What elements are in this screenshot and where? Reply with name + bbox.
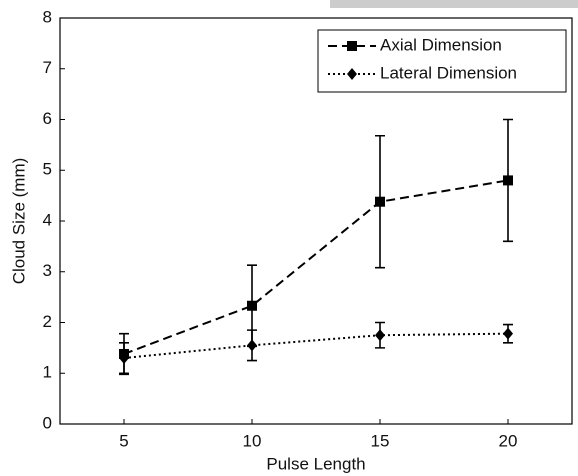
legend-marker: [347, 41, 357, 51]
marker: [375, 196, 385, 207]
x-tick-label: 10: [243, 431, 262, 450]
y-tick-label: 1: [43, 363, 52, 382]
y-tick-label: 2: [43, 312, 52, 331]
y-tick-label: 0: [43, 413, 52, 432]
y-axis-label: Cloud Size (mm): [9, 158, 28, 285]
y-tick-label: 4: [43, 210, 52, 229]
series-line: [123, 332, 509, 360]
x-axis-label: Pulse Length: [266, 454, 365, 473]
y-tick-label: 7: [43, 58, 52, 77]
marker: [375, 329, 385, 342]
marker: [119, 352, 129, 365]
x-tick-label: 15: [371, 431, 390, 450]
x-tick-label: 20: [499, 431, 518, 450]
marker: [503, 175, 513, 186]
y-tick-label: 8: [43, 7, 52, 26]
legend-box: [317, 29, 567, 93]
series-line: [123, 179, 509, 355]
legend-marker: [347, 68, 357, 80]
x-tick-label: 5: [119, 431, 128, 450]
marker: [247, 300, 257, 311]
y-tick-label: 3: [43, 261, 52, 280]
marker: [247, 339, 257, 352]
y-tick-label: 6: [43, 109, 52, 128]
scan-strip: [330, 0, 578, 8]
legend-label: Lateral Dimension: [380, 63, 517, 82]
marker: [503, 327, 513, 340]
legend-label: Axial Dimension: [380, 35, 502, 54]
y-tick-label: 5: [43, 160, 52, 179]
